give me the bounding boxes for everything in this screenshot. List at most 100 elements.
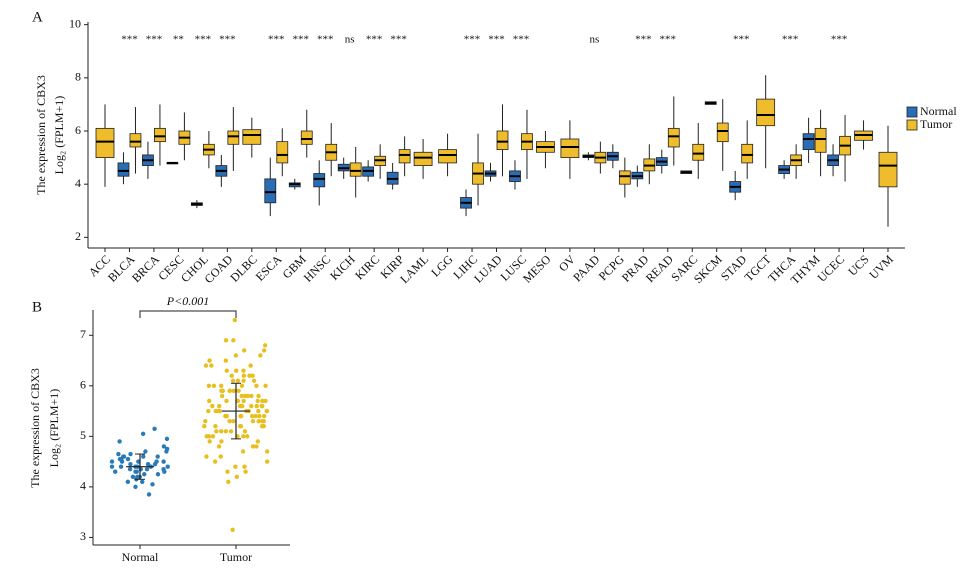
point [244,434,250,439]
point [240,449,246,454]
x-tick-label: PAAD [570,252,602,284]
y-tick-label: 2 [75,229,81,243]
point [219,439,224,444]
point [258,353,263,358]
point [224,398,229,404]
point [254,383,259,389]
point [264,449,270,454]
significance: ns [589,34,599,46]
point [234,368,239,373]
point [161,459,166,464]
point [109,459,115,464]
point [133,484,138,490]
x-tick-label: BRCA [129,252,162,285]
point [231,418,236,424]
point [241,434,246,439]
x-tick-label: ESCA [253,252,285,284]
point [117,456,123,462]
point [247,373,252,378]
legend-label: Tumor [920,117,952,131]
y-tick-label: 3 [80,529,86,543]
point [121,454,127,459]
point [263,398,268,404]
x-tick-label: SKCM [691,252,725,286]
point [234,474,240,479]
box [117,162,130,177]
point [211,383,217,389]
point [218,383,224,389]
point [212,459,218,464]
box [300,130,313,145]
point [109,464,115,469]
y-axis-label: Log₂ (FPLM+1) [47,389,61,468]
box [129,133,142,148]
y-axis-label: The expression of CBX3 [34,75,48,195]
point [218,429,224,434]
point [130,474,136,479]
point [256,393,261,399]
point [142,472,147,477]
x-tick-label: LAML [397,252,431,286]
point [217,408,223,414]
point [203,418,208,424]
point [249,403,254,409]
significance: *** [317,34,334,46]
point [155,472,161,477]
point [228,429,234,434]
point [143,449,148,454]
x-tick-label: KICH [327,252,358,283]
box [756,98,776,127]
point [250,373,255,378]
point [125,479,131,485]
point [239,383,245,389]
point [241,368,246,373]
box [438,149,457,164]
x-tick-label: LUAD [471,252,505,286]
box [814,127,827,153]
point [219,393,225,399]
y-tick-label: 4 [75,176,81,190]
x-tick-label: READ [643,252,676,285]
point [207,439,212,444]
significance: *** [464,34,481,46]
point [140,479,145,485]
x-tick-label: LGG [428,252,456,280]
significance: *** [660,34,677,46]
point [233,353,239,358]
box [276,141,289,164]
point [256,418,261,424]
point [249,393,254,399]
point [241,398,246,404]
box [878,151,898,188]
box [313,173,326,188]
significance: *** [390,34,407,46]
point [255,439,261,444]
significance: *** [488,34,505,46]
point [251,378,257,383]
point [162,469,167,474]
point [146,492,152,497]
point [232,317,238,323]
point [235,378,241,383]
point [241,378,246,383]
point [260,418,265,424]
point [253,413,258,419]
point [254,444,259,449]
y-axis-label: The expression of CBX3 [28,368,42,488]
point [219,388,224,394]
box [264,178,277,204]
significance: *** [782,34,799,46]
annotation: P<0.001 [166,294,209,308]
point [206,434,212,439]
x-tick-label: Tumor [220,550,252,564]
point [154,459,159,464]
point [161,444,167,449]
point [214,429,219,434]
box [741,143,754,164]
box [413,151,433,166]
point [226,479,231,485]
box [349,162,362,177]
point [224,368,229,373]
point [203,363,209,368]
